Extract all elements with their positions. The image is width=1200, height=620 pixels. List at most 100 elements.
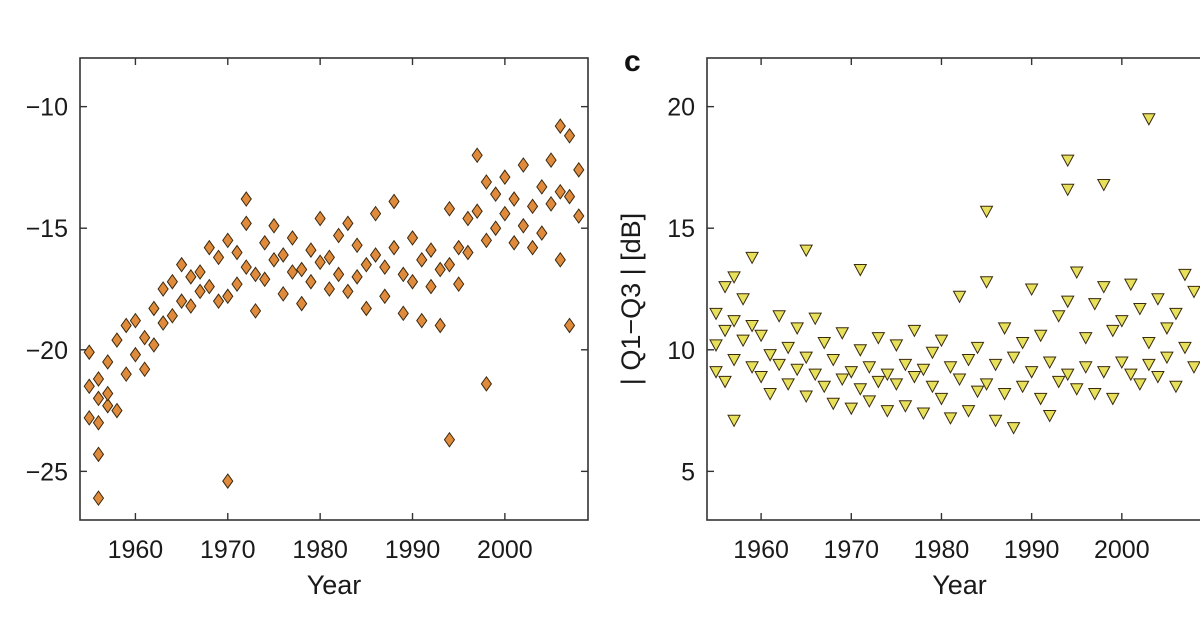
data-point (360, 300, 372, 317)
data-point (1178, 341, 1192, 355)
data-point (185, 298, 197, 314)
data-point (1006, 422, 1021, 435)
data-point (342, 283, 354, 300)
data-point (425, 242, 437, 258)
data-point (709, 366, 723, 379)
data-points (709, 113, 1200, 435)
data-point (727, 271, 741, 284)
data-point (826, 397, 841, 411)
data-point (554, 183, 566, 200)
data-point (333, 227, 345, 244)
data-point (1060, 154, 1075, 168)
y-tick-label: 5 (681, 458, 695, 486)
data-point (880, 368, 895, 382)
data-point (268, 217, 280, 234)
data-point (1114, 315, 1129, 328)
data-point (835, 327, 850, 340)
data-point (889, 339, 904, 352)
data-point (1160, 322, 1174, 335)
data-point (526, 239, 539, 256)
data-point (727, 414, 741, 428)
data-point (139, 329, 151, 346)
x-tick-label: 1990 (1004, 536, 1060, 564)
data-point (1123, 278, 1138, 292)
data-point (934, 334, 949, 348)
data-point (397, 305, 409, 322)
data-point (1069, 266, 1084, 280)
data-point (727, 354, 741, 367)
data-point (952, 373, 967, 387)
data-point (102, 354, 114, 370)
data-point (554, 118, 566, 134)
data-point (563, 127, 576, 144)
data-point (718, 375, 732, 389)
data-point (736, 293, 750, 306)
data-point (222, 473, 234, 489)
data-point (545, 152, 557, 168)
data-point (388, 239, 400, 256)
data-point (526, 198, 539, 215)
data-point (907, 371, 922, 384)
data-point (934, 392, 949, 406)
data-point (916, 407, 931, 421)
data-point (286, 264, 299, 280)
data-point (453, 239, 465, 256)
data-point (943, 361, 958, 374)
data-point (92, 390, 105, 407)
data-point (799, 390, 814, 404)
y-axis-title: | Q1−Q3 | [dB] (616, 213, 646, 385)
data-point (416, 312, 428, 329)
data-point (1006, 351, 1021, 365)
data-point (853, 264, 868, 277)
data-point (259, 271, 271, 288)
data-point (781, 378, 796, 391)
panel-b-chart: 1960 1970 1980 1990 2000 −25 −20 −15 −10 Year (26, 57, 589, 600)
data-point (709, 307, 723, 321)
data-point (817, 380, 832, 394)
data-point (508, 191, 520, 207)
data-point (480, 375, 493, 392)
data-point (718, 281, 732, 294)
data-point (790, 363, 805, 377)
data-point (212, 293, 225, 310)
data-point (517, 157, 529, 173)
data-point (1151, 371, 1165, 384)
data-point (434, 261, 446, 278)
data-point (480, 174, 493, 190)
data-point (231, 276, 243, 292)
data-point (166, 273, 178, 290)
data-point (166, 307, 178, 324)
x-tick-label: 1980 (914, 536, 970, 564)
data-point (536, 179, 548, 195)
data-point (129, 346, 142, 363)
data-point (1015, 380, 1030, 394)
data-point (148, 300, 160, 317)
data-point (203, 278, 215, 295)
data-point (397, 266, 409, 283)
data-point (102, 385, 114, 402)
data-point (754, 371, 768, 384)
data-point (898, 400, 913, 413)
data-point (545, 196, 557, 212)
data-point (1105, 324, 1120, 338)
data-point (351, 237, 363, 254)
data-point (453, 276, 465, 292)
y-tick-label: −15 (26, 215, 68, 243)
x-axis-title: Year (307, 570, 362, 600)
data-point (1051, 375, 1066, 389)
data-point (1114, 356, 1129, 369)
data-point (222, 232, 234, 249)
data-point (369, 205, 382, 222)
data-point (573, 208, 585, 224)
plot-frame (79, 57, 589, 521)
data-point (871, 375, 886, 389)
data-point (979, 276, 994, 289)
data-point (536, 225, 548, 241)
data-point (817, 336, 832, 350)
data-point (763, 388, 777, 401)
data-point (1087, 388, 1102, 401)
data-point (480, 232, 493, 249)
data-point (194, 264, 206, 280)
data-point (259, 234, 271, 251)
data-point (1096, 281, 1111, 294)
